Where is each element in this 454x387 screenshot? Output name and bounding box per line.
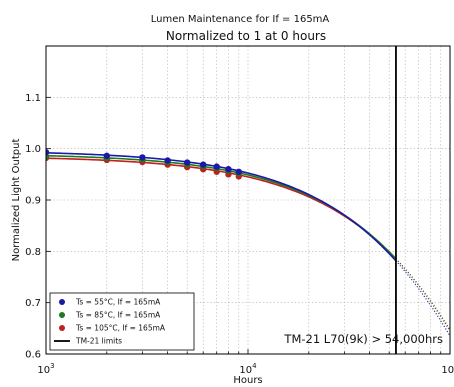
x-axis-label: Hours bbox=[233, 375, 262, 386]
x-tick-label: 105 bbox=[441, 362, 454, 376]
legend-label: Ts = 105°C, If = 165mA bbox=[75, 324, 166, 333]
data-point-series-1 bbox=[183, 159, 191, 166]
tm21-annotation: TM-21 L70(9k) > 54,000hrs bbox=[283, 332, 443, 346]
extrapolation-series-1 bbox=[395, 260, 450, 337]
extrapolation-series-3 bbox=[395, 258, 450, 330]
legend-label: Ts = 85°C, If = 165mA bbox=[75, 311, 161, 320]
chart-subtitle: Normalized to 1 at 0 hours bbox=[166, 29, 326, 43]
legend: Ts = 55°C, If = 165mA Ts = 85°C, If = 165… bbox=[49, 292, 195, 351]
x-tick-label: 103 bbox=[37, 362, 54, 376]
legend-marker-series-3 bbox=[59, 325, 65, 331]
legend-marker-series-1 bbox=[59, 299, 65, 305]
legend-label: Ts = 55°C, If = 165mA bbox=[75, 298, 161, 307]
extrapolation-series-2 bbox=[395, 258, 450, 332]
grid-lines bbox=[46, 46, 450, 354]
fit-line-series-3 bbox=[46, 157, 397, 260]
data-point-series-1 bbox=[103, 152, 111, 160]
y-tick-label: 0.6 bbox=[25, 350, 41, 361]
data-point-series-1 bbox=[46, 149, 50, 156]
data-point-series-1 bbox=[199, 161, 207, 168]
data-layer bbox=[46, 46, 450, 354]
y-axis-label: Normalized Light Output bbox=[11, 139, 22, 262]
data-point-series-1 bbox=[235, 168, 242, 175]
y-tick-label: 1.0 bbox=[25, 144, 41, 155]
legend-box bbox=[49, 292, 195, 351]
y-tick-label: 0.7 bbox=[25, 298, 41, 309]
legend-label: TM-21 limits bbox=[75, 337, 122, 346]
y-tick-label: 0.8 bbox=[25, 247, 41, 258]
data-point-series-1 bbox=[139, 154, 146, 161]
data-point-series-1 bbox=[213, 163, 220, 170]
y-tick-label: 1.1 bbox=[25, 93, 41, 104]
legend-marker-series-2 bbox=[59, 312, 65, 318]
x-tick-label: 104 bbox=[239, 362, 257, 376]
data-point-series-1 bbox=[164, 157, 171, 164]
axis-ticks: 0.6 0.7 0.8 0.9 1.0 1.1 103 104 105 bbox=[25, 93, 454, 376]
data-point-series-1 bbox=[225, 166, 232, 173]
chart-title: Lumen Maintenance for If = 165mA bbox=[151, 14, 330, 25]
y-tick-label: 0.9 bbox=[25, 196, 41, 207]
